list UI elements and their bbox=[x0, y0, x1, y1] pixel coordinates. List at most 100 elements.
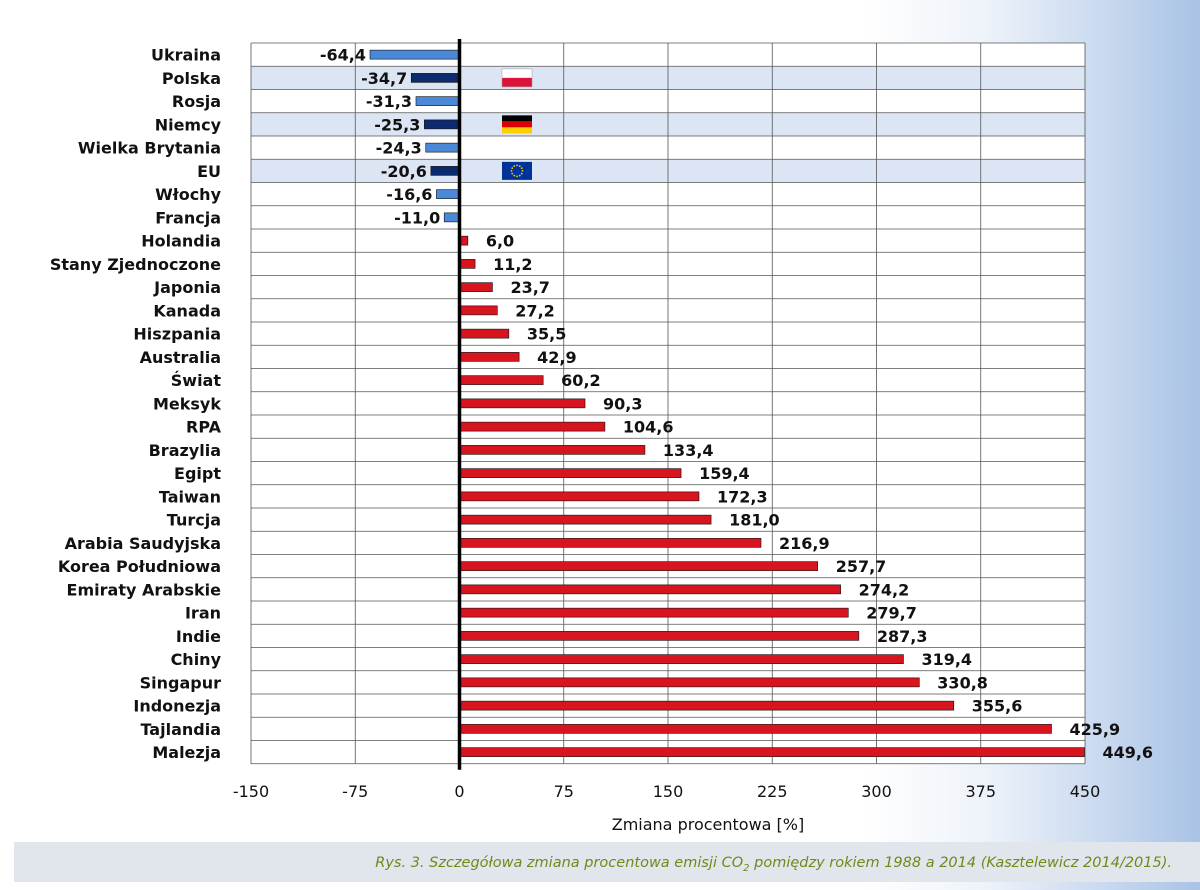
category-label: Brazylia bbox=[149, 441, 221, 460]
category-label: Wielka Brytania bbox=[78, 139, 221, 158]
value-label: 216,9 bbox=[779, 534, 830, 553]
bar bbox=[459, 282, 493, 292]
germany-flag-icon bbox=[502, 115, 532, 134]
category-label: Malezja bbox=[152, 743, 221, 762]
bar bbox=[459, 445, 646, 455]
bar bbox=[443, 212, 460, 223]
bar bbox=[410, 73, 460, 83]
value-label: 355,6 bbox=[972, 697, 1023, 716]
category-label: Niemcy bbox=[155, 115, 222, 134]
category-label: Rosja bbox=[172, 92, 221, 111]
value-label: 11,2 bbox=[493, 255, 532, 274]
category-label: Indie bbox=[176, 627, 221, 646]
value-label: 330,8 bbox=[937, 673, 988, 692]
value-label: 257,7 bbox=[836, 557, 887, 576]
x-tick-label: -150 bbox=[233, 782, 269, 801]
flag-stripe bbox=[502, 127, 532, 134]
bar bbox=[459, 421, 606, 432]
category-label: RPA bbox=[186, 418, 222, 437]
value-label: -31,3 bbox=[366, 92, 412, 111]
x-tick-label: 375 bbox=[965, 782, 996, 801]
category-label: Singapur bbox=[140, 673, 221, 692]
value-label: -24,3 bbox=[376, 139, 422, 158]
bar bbox=[459, 538, 762, 548]
flag-field bbox=[502, 161, 532, 180]
category-label: Emiraty Arabskie bbox=[67, 580, 222, 599]
flag-stripe bbox=[502, 68, 532, 78]
flag-star bbox=[518, 174, 521, 177]
value-label: 425,9 bbox=[1070, 720, 1121, 739]
bar bbox=[459, 259, 476, 269]
category-label: Kanada bbox=[153, 301, 221, 320]
value-label: 287,3 bbox=[877, 627, 928, 646]
x-tick-label: 225 bbox=[757, 782, 788, 801]
value-label: 6,0 bbox=[486, 232, 514, 251]
poland-flag-icon bbox=[501, 68, 533, 88]
flag-star bbox=[513, 165, 516, 168]
x-tick-label: 150 bbox=[653, 782, 684, 801]
caption-text-end: pomiędzy rokiem 1988 a 2014 (Kasztelewic… bbox=[749, 855, 1172, 871]
flag-stripe bbox=[502, 77, 532, 87]
eu-flag-icon bbox=[502, 161, 532, 180]
value-label: 60,2 bbox=[561, 371, 600, 390]
value-label: 449,6 bbox=[1102, 743, 1153, 762]
flag-star bbox=[513, 174, 516, 177]
flag-star bbox=[521, 169, 524, 172]
flag-star bbox=[511, 172, 514, 175]
category-label: Holandia bbox=[141, 232, 221, 251]
flag-star bbox=[518, 165, 521, 168]
caption-subscript: 2 bbox=[743, 862, 750, 874]
value-label: 319,4 bbox=[921, 650, 972, 669]
flag-stripe bbox=[502, 115, 532, 122]
category-label: Ukraina bbox=[151, 46, 221, 65]
bar bbox=[459, 561, 819, 571]
flag-star bbox=[516, 175, 518, 178]
x-tick-label: 0 bbox=[454, 782, 464, 801]
category-label: Korea Południowa bbox=[58, 557, 221, 576]
bar bbox=[459, 747, 1085, 757]
value-label: -25,3 bbox=[374, 115, 420, 134]
flag-star bbox=[520, 167, 523, 170]
category-label: EU bbox=[197, 162, 221, 181]
value-label: 35,5 bbox=[527, 325, 566, 344]
flag-star bbox=[510, 169, 513, 172]
value-label: -34,7 bbox=[361, 69, 407, 88]
flag-stripe bbox=[502, 121, 532, 128]
value-label: 42,9 bbox=[537, 348, 576, 367]
bar bbox=[459, 700, 955, 711]
category-label: Tajlandia bbox=[140, 720, 221, 739]
value-label: 27,2 bbox=[515, 301, 554, 320]
category-label: Arabia Saudyjska bbox=[65, 534, 221, 553]
category-label: Meksyk bbox=[153, 394, 221, 413]
flag-star bbox=[520, 172, 523, 175]
category-label: Australia bbox=[140, 348, 221, 367]
value-label: 90,3 bbox=[603, 394, 642, 413]
flag-border bbox=[501, 68, 533, 88]
value-label: -11,0 bbox=[394, 208, 440, 227]
category-label: Egipt bbox=[174, 464, 221, 483]
bar-chart: Ukraina -64,4 Polska -34,7 Rosja -31,3 Niemcy -… bbox=[50, 39, 1153, 834]
value-label: 274,2 bbox=[859, 580, 910, 599]
bar bbox=[459, 584, 841, 595]
caption-text: Rys. 3. Szczegółowa zmiana procentowa em… bbox=[375, 855, 744, 871]
flag-star bbox=[511, 167, 514, 170]
bar bbox=[436, 189, 460, 199]
category-label: Taiwan bbox=[159, 487, 221, 506]
bar bbox=[425, 142, 460, 153]
category-label: Indonezja bbox=[133, 697, 221, 716]
value-label: 133,4 bbox=[663, 441, 714, 460]
value-label: 104,6 bbox=[623, 418, 674, 437]
bar bbox=[459, 654, 904, 664]
caption-band bbox=[14, 842, 1200, 882]
value-label: 23,7 bbox=[510, 278, 549, 297]
category-label: Chiny bbox=[171, 650, 222, 669]
bar bbox=[424, 119, 460, 130]
bar bbox=[459, 491, 700, 502]
x-tick-label: -75 bbox=[342, 782, 368, 801]
category-label: Turcja bbox=[167, 511, 221, 530]
bar bbox=[459, 352, 520, 362]
category-label: Świat bbox=[171, 371, 222, 390]
x-axis-label: Zmiana procentowa [%] bbox=[612, 815, 805, 834]
bar bbox=[459, 724, 1052, 734]
x-tick-label: 300 bbox=[861, 782, 892, 801]
